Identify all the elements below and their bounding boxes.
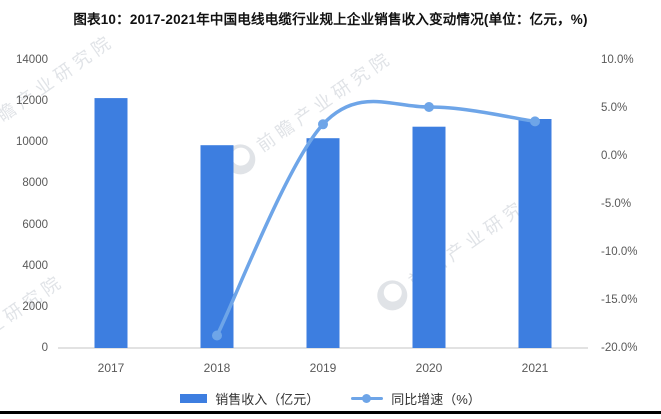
legend-item-growth: 同比增速（%）: [351, 389, 481, 408]
line-marker-icon: [351, 394, 384, 403]
right-axis-tick: -5.0%: [601, 198, 632, 210]
right-axis-tick: 5.0%: [601, 102, 628, 114]
growth-marker: [530, 116, 540, 127]
legend-label-revenue: 销售收入（亿元）: [215, 392, 320, 407]
left-axis-tick: 4000: [22, 259, 48, 272]
left-axis-tick: 0: [41, 342, 48, 354]
x-label-2020: 2020: [415, 361, 443, 375]
bar-2020: [412, 126, 446, 348]
bar-2021: [518, 119, 552, 348]
left-axis-tick: 6000: [22, 218, 48, 231]
x-label-2017: 2017: [97, 361, 125, 375]
left-axis-tick: 14000: [16, 54, 48, 66]
chart-title: 图表10：2017-2021年中国电线电缆行业规上企业销售收入变动情况(单位：亿…: [73, 12, 588, 27]
right-axis-tick: 0.0%: [601, 150, 628, 162]
bar-2017: [94, 98, 128, 348]
bar-2018: [200, 145, 234, 348]
growth-line: [215, 99, 537, 338]
x-label-2019: 2019: [309, 361, 337, 375]
right-axis-tick: -20.0%: [601, 342, 638, 354]
left-axis-tick: 8000: [22, 177, 48, 190]
growth-marker: [424, 102, 434, 112]
x-label-2021: 2021: [521, 361, 549, 375]
x-label-2018: 2018: [203, 361, 231, 375]
line-marker-dot: [362, 394, 372, 403]
left-axis-tick: 2000: [22, 300, 48, 313]
legend: 销售收入（亿元） 同比增速（%）: [0, 389, 661, 408]
legend-label-growth: 同比增速（%）: [391, 392, 481, 407]
right-axis-tick: 10.0%: [601, 54, 634, 66]
growth-marker: [212, 330, 222, 341]
right-axis-tick: -15.0%: [601, 294, 638, 306]
bar-2019: [306, 138, 340, 348]
left-axis-tick: 10000: [16, 136, 48, 149]
bottom-border-line: [0, 411, 661, 414]
bar-swatch-icon: [180, 394, 208, 403]
right-axis-tick: -10.0%: [601, 246, 638, 258]
left-axis-tick: 12000: [16, 95, 48, 108]
growth-marker: [318, 119, 328, 130]
legend-item-revenue: 销售收入（亿元）: [180, 389, 319, 408]
